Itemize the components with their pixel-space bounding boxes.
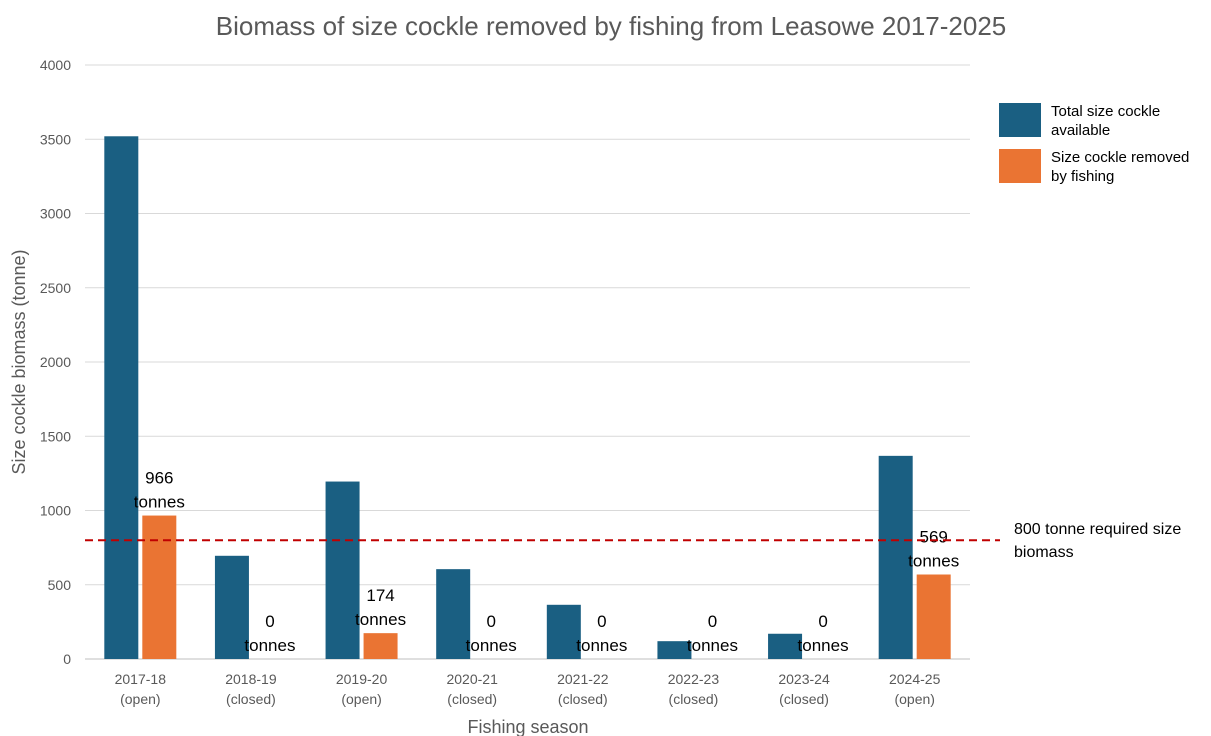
- x-tick-label-season: 2022-23: [668, 671, 720, 687]
- legend-label: available: [1051, 122, 1110, 139]
- data-label-unit: tonnes: [355, 610, 406, 629]
- data-label-value: 0: [597, 612, 606, 631]
- x-tick-label-season: 2017-18: [115, 671, 167, 687]
- y-tick-label: 4000: [40, 57, 71, 73]
- data-labels: 966 tonnes 0 tonnes 174 tonnes 0 tonnes 0 tonnes 0…: [134, 469, 959, 655]
- data-label-unit: tonnes: [908, 552, 959, 571]
- x-tick-label-season: 2023-24: [778, 671, 830, 687]
- bar-total-available: [104, 136, 139, 659]
- x-tick-label-status: (closed): [226, 691, 276, 707]
- bar-removed-by-fishing: [916, 574, 951, 659]
- reference-line-label: 800 tonne required size: [1014, 521, 1181, 538]
- x-tick-label-season: 2018-19: [225, 671, 277, 687]
- data-label-value: 174: [366, 586, 394, 605]
- legend-label: Size cockle removed: [1051, 149, 1189, 166]
- x-tick-label-season: 2021-22: [557, 671, 609, 687]
- x-tick-label-status: (open): [894, 691, 934, 707]
- data-label-unit: tonnes: [466, 636, 517, 655]
- x-tick-label-season: 2024-25: [889, 671, 941, 687]
- bar-removed-by-fishing: [363, 633, 398, 659]
- data-label-value: 966: [145, 469, 173, 488]
- data-label-value: 0: [708, 612, 717, 631]
- data-label-unit: tonnes: [687, 636, 738, 655]
- data-label-unit: tonnes: [798, 636, 849, 655]
- y-tick-label: 1500: [40, 428, 71, 444]
- data-label-value: 0: [818, 612, 827, 631]
- x-tick-label-status: (open): [120, 691, 160, 707]
- legend-swatch: [999, 149, 1041, 183]
- bars: [104, 136, 951, 659]
- reference-line-label: biomass: [1014, 544, 1074, 561]
- data-label-value: 0: [486, 612, 495, 631]
- data-label-unit: tonnes: [244, 636, 295, 655]
- legend-label: Total size cockle: [1051, 103, 1160, 120]
- x-tick-label-status: (closed): [779, 691, 829, 707]
- legend: Total size cockle available Size cockle re…: [999, 103, 1189, 185]
- x-tick-label-status: (open): [341, 691, 381, 707]
- y-tick-label: 1000: [40, 503, 71, 519]
- bar-removed-by-fishing: [142, 515, 177, 659]
- y-tick-label: 3000: [40, 206, 71, 222]
- x-tick-label-status: (closed): [558, 691, 608, 707]
- x-tick-label-season: 2020-21: [446, 671, 498, 687]
- bar-total-available: [878, 455, 913, 659]
- reference-line-group: 800 tonne required size biomass: [85, 521, 1181, 561]
- bar-total-available: [657, 641, 692, 659]
- y-tick-label: 2000: [40, 354, 71, 370]
- data-label-value: 569: [920, 528, 948, 547]
- chart-title: Biomass of size cockle removed by fishin…: [216, 11, 1007, 41]
- x-tick-label-status: (closed): [669, 691, 719, 707]
- y-axis-tick-labels: 0 500 1000 1500 2000 2500 3000 3500 4000: [40, 57, 71, 667]
- bar-total-available: [325, 481, 360, 659]
- bar-total-available: [546, 604, 581, 659]
- y-tick-label: 500: [48, 577, 72, 593]
- legend-label: by fishing: [1051, 168, 1114, 185]
- bar-total-available: [768, 633, 803, 659]
- x-tick-label-season: 2019-20: [336, 671, 388, 687]
- data-label-unit: tonnes: [576, 636, 627, 655]
- y-axis-title: Size cockle biomass (tonne): [9, 249, 29, 474]
- y-tick-label: 3500: [40, 131, 71, 147]
- x-tick-label-status: (closed): [447, 691, 497, 707]
- bar-total-available: [436, 569, 471, 659]
- bar-total-available: [214, 555, 249, 659]
- x-axis-title: Fishing season: [467, 717, 588, 736]
- legend-swatch: [999, 103, 1041, 137]
- data-label-value: 0: [265, 612, 274, 631]
- data-label-unit: tonnes: [134, 493, 185, 512]
- y-tick-label: 0: [63, 651, 71, 667]
- y-tick-label: 2500: [40, 280, 71, 296]
- x-axis-category-labels: 2017-18 (open) 2018-19 (closed) 2019-20 (open…: [115, 671, 941, 707]
